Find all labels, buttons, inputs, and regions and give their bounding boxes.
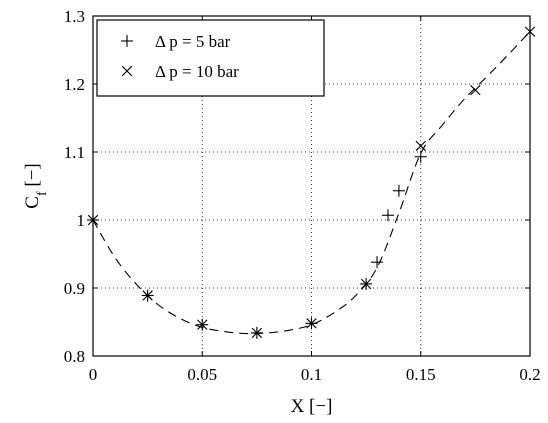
y-tick-label: 1	[77, 211, 86, 230]
y-axis-label: Cf [−]	[22, 163, 50, 208]
data-point-x	[197, 319, 208, 330]
legend-marker-x	[121, 65, 133, 77]
data-point-x	[251, 327, 263, 339]
legend-entry-5-bar: Δ p = 5 bar	[155, 32, 231, 51]
x-tick-label: 0	[89, 365, 98, 384]
y-axis-label-main: C	[22, 196, 43, 209]
data-point-plus	[392, 184, 405, 197]
x-tick-label: 0.05	[187, 365, 217, 384]
data-point-x	[415, 140, 426, 152]
legend-entry-10-bar: Δ p = 10 bar	[155, 62, 239, 81]
data-point-x	[470, 84, 481, 96]
y-tick-label: 1.2	[64, 75, 85, 94]
legend-marker-plus-glyph	[121, 35, 133, 47]
y-tick-label: 1.1	[64, 143, 85, 162]
svg-text:Cf [−]: Cf [−]	[22, 163, 50, 208]
data-point-x	[306, 318, 317, 329]
data-point-plus	[414, 150, 427, 163]
y-tick-label: 0.8	[64, 347, 85, 366]
x-tick-label: 0.15	[406, 365, 436, 384]
legend-marker-x-glyph	[121, 65, 133, 77]
x-axis-label: X [−]	[291, 396, 333, 417]
data-point-plus	[381, 209, 394, 222]
data-point-plus	[371, 256, 384, 269]
ticks: 0 0.05 0.1 0.15 0.2 0.8 0.9 1 1.1 1.2 1.3	[64, 7, 541, 384]
x-tick-label: 0.2	[519, 365, 540, 384]
legend-marker-plus	[121, 35, 133, 47]
y-tick-label: 0.9	[64, 279, 85, 298]
y-axis-label-sub: f	[35, 191, 50, 196]
legend-box	[96, 19, 325, 97]
y-tick-label: 1.3	[64, 7, 85, 26]
y-axis-label-rest: [−]	[22, 163, 43, 191]
legend: Δ p = 5 bar Δ p = 10 bar	[96, 19, 325, 97]
data-point-x	[142, 290, 153, 301]
x-tick-label: 0.1	[301, 365, 322, 384]
data-point-x	[360, 278, 372, 290]
